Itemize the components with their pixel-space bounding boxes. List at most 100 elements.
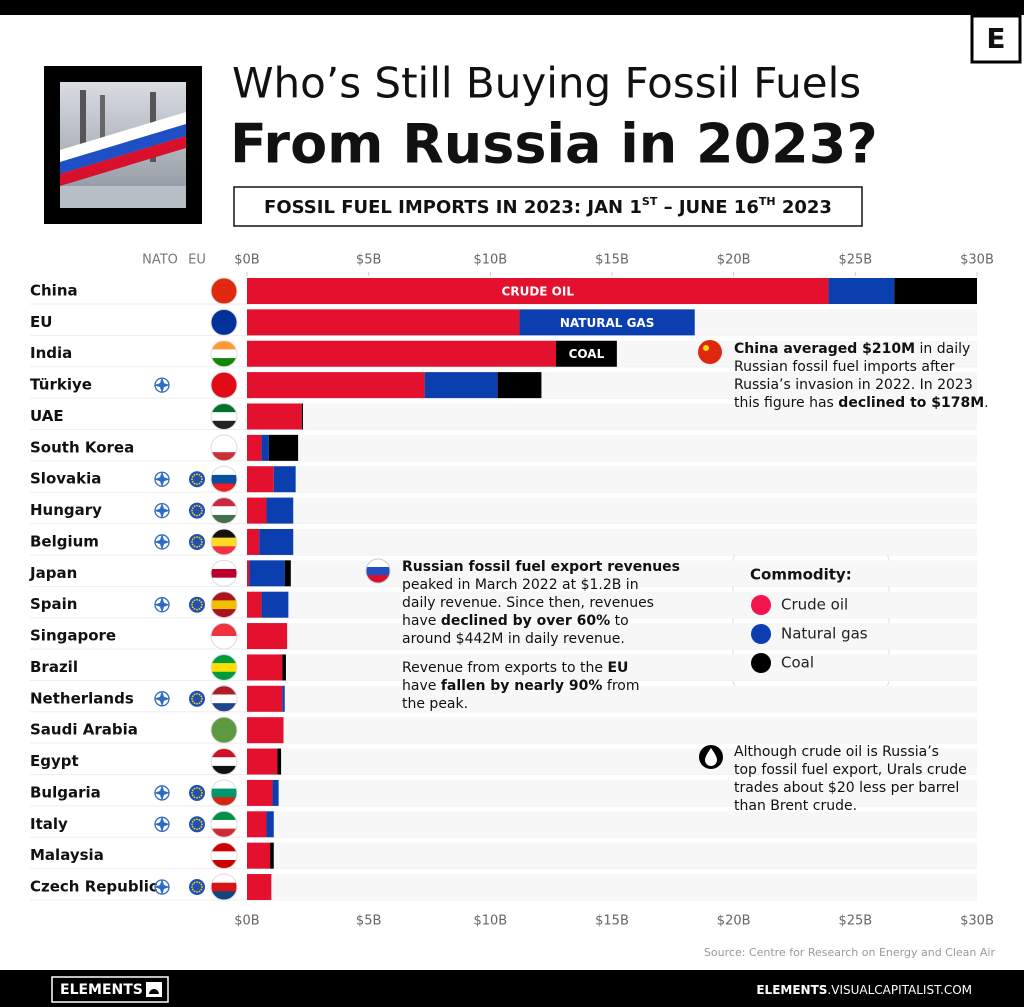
bar-segment	[266, 811, 274, 838]
eu-star	[191, 697, 193, 700]
eu-star	[200, 538, 203, 541]
flag	[211, 372, 237, 399]
bar-segment	[247, 560, 250, 587]
eu-star	[198, 693, 201, 696]
text-run: fallen by nearly 90%	[441, 678, 603, 694]
text-run: in daily	[915, 341, 970, 357]
eu-star	[198, 536, 201, 539]
flag	[211, 779, 237, 806]
bar-segment	[268, 434, 299, 461]
row-band	[247, 591, 977, 618]
flag-stripe	[211, 474, 237, 485]
category-label: Saudi Arabia	[30, 721, 138, 739]
nato-icon	[154, 533, 170, 550]
note-line: top fossil fuel export, Urals crude	[734, 762, 967, 778]
eu-star	[196, 608, 198, 611]
bar-segment	[301, 403, 303, 430]
legend-label: Crude oil	[781, 596, 848, 614]
russia-stripe	[366, 575, 390, 583]
eu-star	[196, 483, 198, 486]
eu-star	[200, 789, 203, 792]
subtitle-box	[233, 186, 863, 227]
eu-star	[193, 796, 196, 799]
flag	[211, 591, 237, 618]
flag-stripe	[211, 788, 237, 798]
bar-segment	[270, 842, 274, 869]
column-header: EU	[188, 253, 206, 268]
bar-segment	[247, 591, 262, 618]
category-label: Bulgaria	[30, 783, 101, 801]
bar-segment	[424, 372, 498, 399]
category-label: Hungary	[30, 501, 102, 519]
eu-star	[193, 819, 196, 821]
top-bar	[0, 0, 1024, 15]
eu-star	[198, 545, 201, 548]
eu-star	[196, 692, 198, 695]
footer-bar	[0, 970, 1024, 1007]
row-band	[247, 403, 977, 430]
row-band	[247, 779, 977, 806]
russia-border	[365, 558, 391, 584]
legend-label: Coal	[781, 654, 814, 672]
eu-star	[191, 601, 194, 604]
x-tick-label: $25B	[838, 253, 872, 268]
text-run: – JUNE 16	[657, 197, 759, 218]
flag-border	[210, 434, 238, 462]
bar-segment	[247, 623, 288, 650]
text-run: Russian fossil fuel imports after	[734, 359, 955, 375]
text-run: Russia’s invasion in 2022. In 2023	[734, 377, 973, 393]
flag-border	[210, 842, 238, 870]
eu-star	[198, 482, 201, 485]
eu-star	[200, 601, 203, 604]
x-tick-label: $20B	[717, 914, 751, 929]
nato-icon	[154, 471, 170, 488]
nato-star	[154, 377, 170, 394]
legend-swatch	[751, 624, 771, 644]
row-band	[247, 466, 977, 493]
eu-star	[196, 536, 198, 538]
text-run: declined to $178M	[838, 395, 984, 411]
flag-stripe	[211, 779, 237, 790]
note-line: than Brent crude.	[734, 798, 857, 814]
x-tick-label: $10B	[473, 914, 507, 929]
eu-star	[193, 473, 196, 476]
category-label: Brazil	[30, 658, 78, 676]
logo: E	[986, 22, 1005, 55]
legend-title: Commodity:	[750, 566, 852, 584]
legend-swatch	[751, 653, 771, 673]
eu-star	[196, 797, 198, 799]
eu-star	[191, 475, 194, 478]
note-line: daily revenue. Since then, revenues	[402, 595, 654, 611]
text-run: the peak.	[402, 696, 468, 712]
eu-star	[191, 886, 193, 888]
flag-stripe	[211, 528, 237, 539]
flag	[211, 278, 237, 304]
text-run: than Brent crude.	[734, 798, 857, 814]
flag	[211, 685, 237, 712]
bar-segment	[247, 748, 278, 775]
eu-disc	[189, 690, 205, 707]
eu-star	[191, 700, 194, 703]
eu-star	[198, 608, 201, 610]
bar-segment	[272, 779, 279, 806]
eu-star	[196, 514, 198, 517]
nato-icon	[154, 816, 170, 833]
flag-stripe	[211, 636, 237, 650]
eu-star	[200, 888, 203, 891]
flag-border	[210, 748, 238, 776]
bar-segment	[247, 779, 273, 806]
text-run: Russian fossil fuel export revenues	[402, 559, 680, 575]
eu-disc	[189, 502, 205, 519]
flag-stripe	[211, 685, 237, 695]
flag-stripe	[211, 278, 237, 304]
nato-icon	[154, 784, 170, 801]
bar-segment	[266, 497, 294, 524]
eu-star	[200, 794, 203, 797]
flag-stripe	[211, 671, 237, 681]
nato-star	[154, 533, 170, 550]
nato-icon	[154, 596, 170, 613]
row-band	[247, 811, 977, 838]
flag-border	[210, 528, 238, 556]
eu-icon	[189, 502, 205, 519]
flag-stripe	[211, 412, 237, 422]
